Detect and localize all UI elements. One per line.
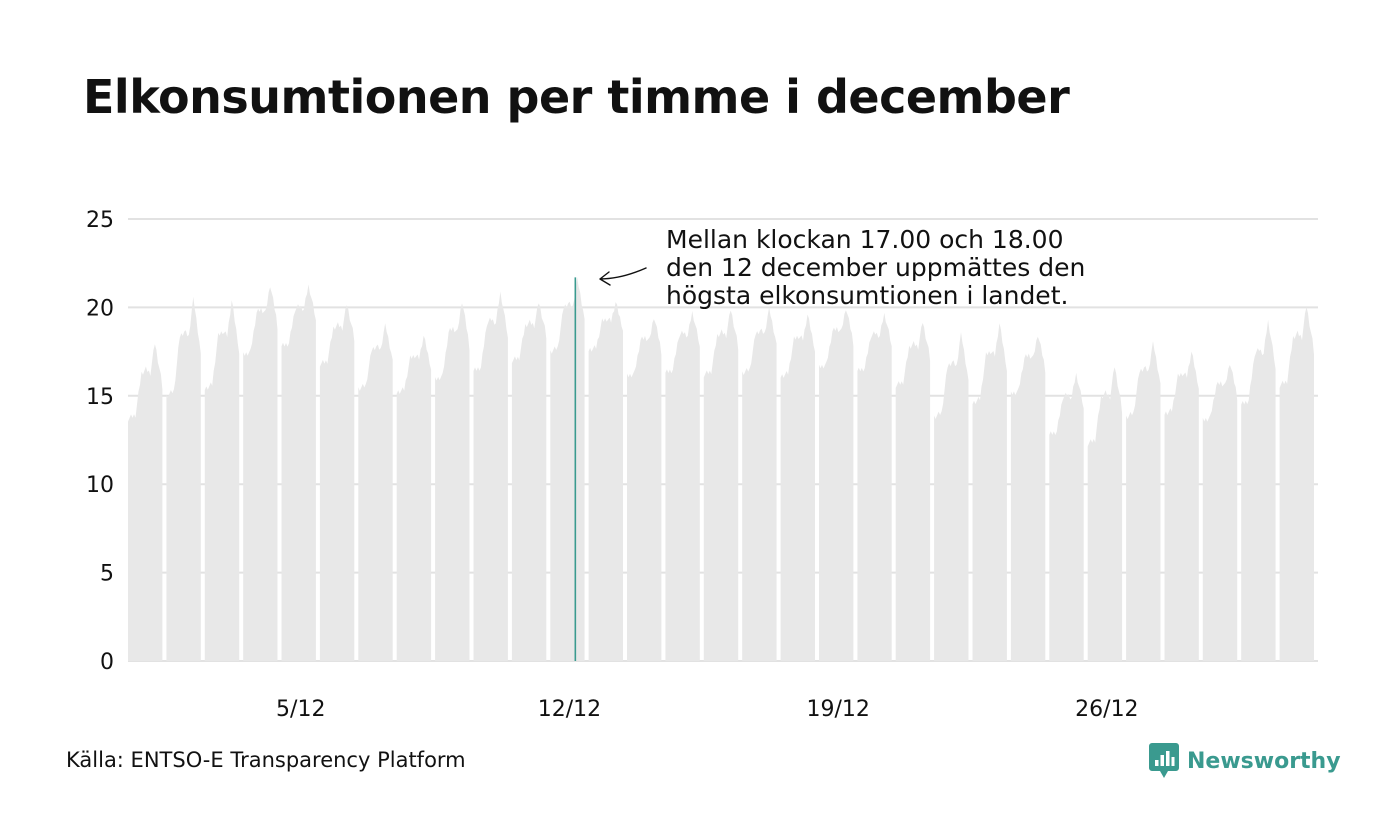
annotation-arrow-icon: [599, 267, 647, 286]
peak-annotation: Mellan klockan 17.00 och 18.00 den 12 de…: [666, 226, 1085, 310]
day-consumption-bar: [742, 307, 777, 661]
day-consumption-bar: [1126, 341, 1161, 661]
source-note: Källa: ENTSO-E Transparency Platform: [66, 748, 466, 772]
day-consumption-bar: [204, 300, 240, 661]
day-consumption-bar: [1241, 319, 1276, 661]
day-consumption-bar: [819, 310, 854, 661]
day-consumption-bar: [588, 302, 623, 661]
brand-logo[interactable]: Newsworthy: [1149, 743, 1341, 779]
newsworthy-bar-chart-icon: [1149, 743, 1179, 778]
y-tick-label: 5: [100, 562, 114, 587]
x-tick-label: 5/12: [276, 697, 325, 722]
day-consumption-bar: [435, 303, 470, 661]
x-tick-label: 19/12: [806, 697, 869, 722]
y-tick-label: 15: [86, 385, 114, 410]
annotation-line: Mellan klockan 17.00 och 18.00: [666, 225, 1064, 254]
day-consumption-bar: [128, 344, 163, 661]
day-consumption-bar: [1279, 307, 1314, 661]
day-consumption-bar: [895, 323, 931, 661]
y-tick-label: 20: [86, 296, 114, 321]
day-consumption-bar: [473, 291, 508, 661]
day-consumption-bar: [1049, 372, 1084, 661]
day-consumption-bar: [550, 277, 585, 661]
day-consumption-bar: [780, 314, 815, 661]
y-tick-label: 0: [100, 650, 114, 675]
day-consumption-bar: [857, 312, 892, 661]
x-tick-label: 12/12: [538, 697, 601, 722]
y-tick-label: 10: [86, 473, 114, 498]
day-consumption-bar: [358, 323, 393, 661]
x-tick-label: 26/12: [1075, 697, 1138, 722]
axes: 0 5 10 15 20 25 5/12 12/12 19/12 26/12: [86, 208, 1139, 722]
day-consumption-bar: [627, 319, 662, 661]
day-consumption-bar: [166, 296, 201, 661]
hourly-consumption-area: [128, 277, 1314, 661]
day-consumption-bar: [511, 303, 547, 661]
day-consumption-bar: [665, 310, 700, 661]
day-consumption-bar: [281, 284, 316, 661]
day-consumption-bar: [1010, 336, 1046, 661]
day-consumption-bar: [703, 310, 739, 661]
day-consumption-bar: [243, 287, 278, 661]
day-consumption-bar: [396, 335, 432, 661]
annotation-line: högsta elkonsumtionen i landet.: [666, 281, 1069, 310]
day-consumption-bar: [972, 323, 1007, 661]
chart-title: Elkonsumtionen per timme i december: [83, 70, 1070, 124]
brand-name: Newsworthy: [1187, 748, 1341, 774]
day-consumption-bar: [1202, 365, 1238, 661]
day-consumption-bar: [934, 332, 969, 661]
y-tick-label: 25: [86, 208, 114, 233]
day-consumption-bar: [1087, 367, 1123, 661]
annotation-line: den 12 december uppmättes den: [666, 253, 1086, 282]
day-consumption-bar: [1164, 351, 1199, 661]
day-consumption-bar: [319, 305, 355, 661]
